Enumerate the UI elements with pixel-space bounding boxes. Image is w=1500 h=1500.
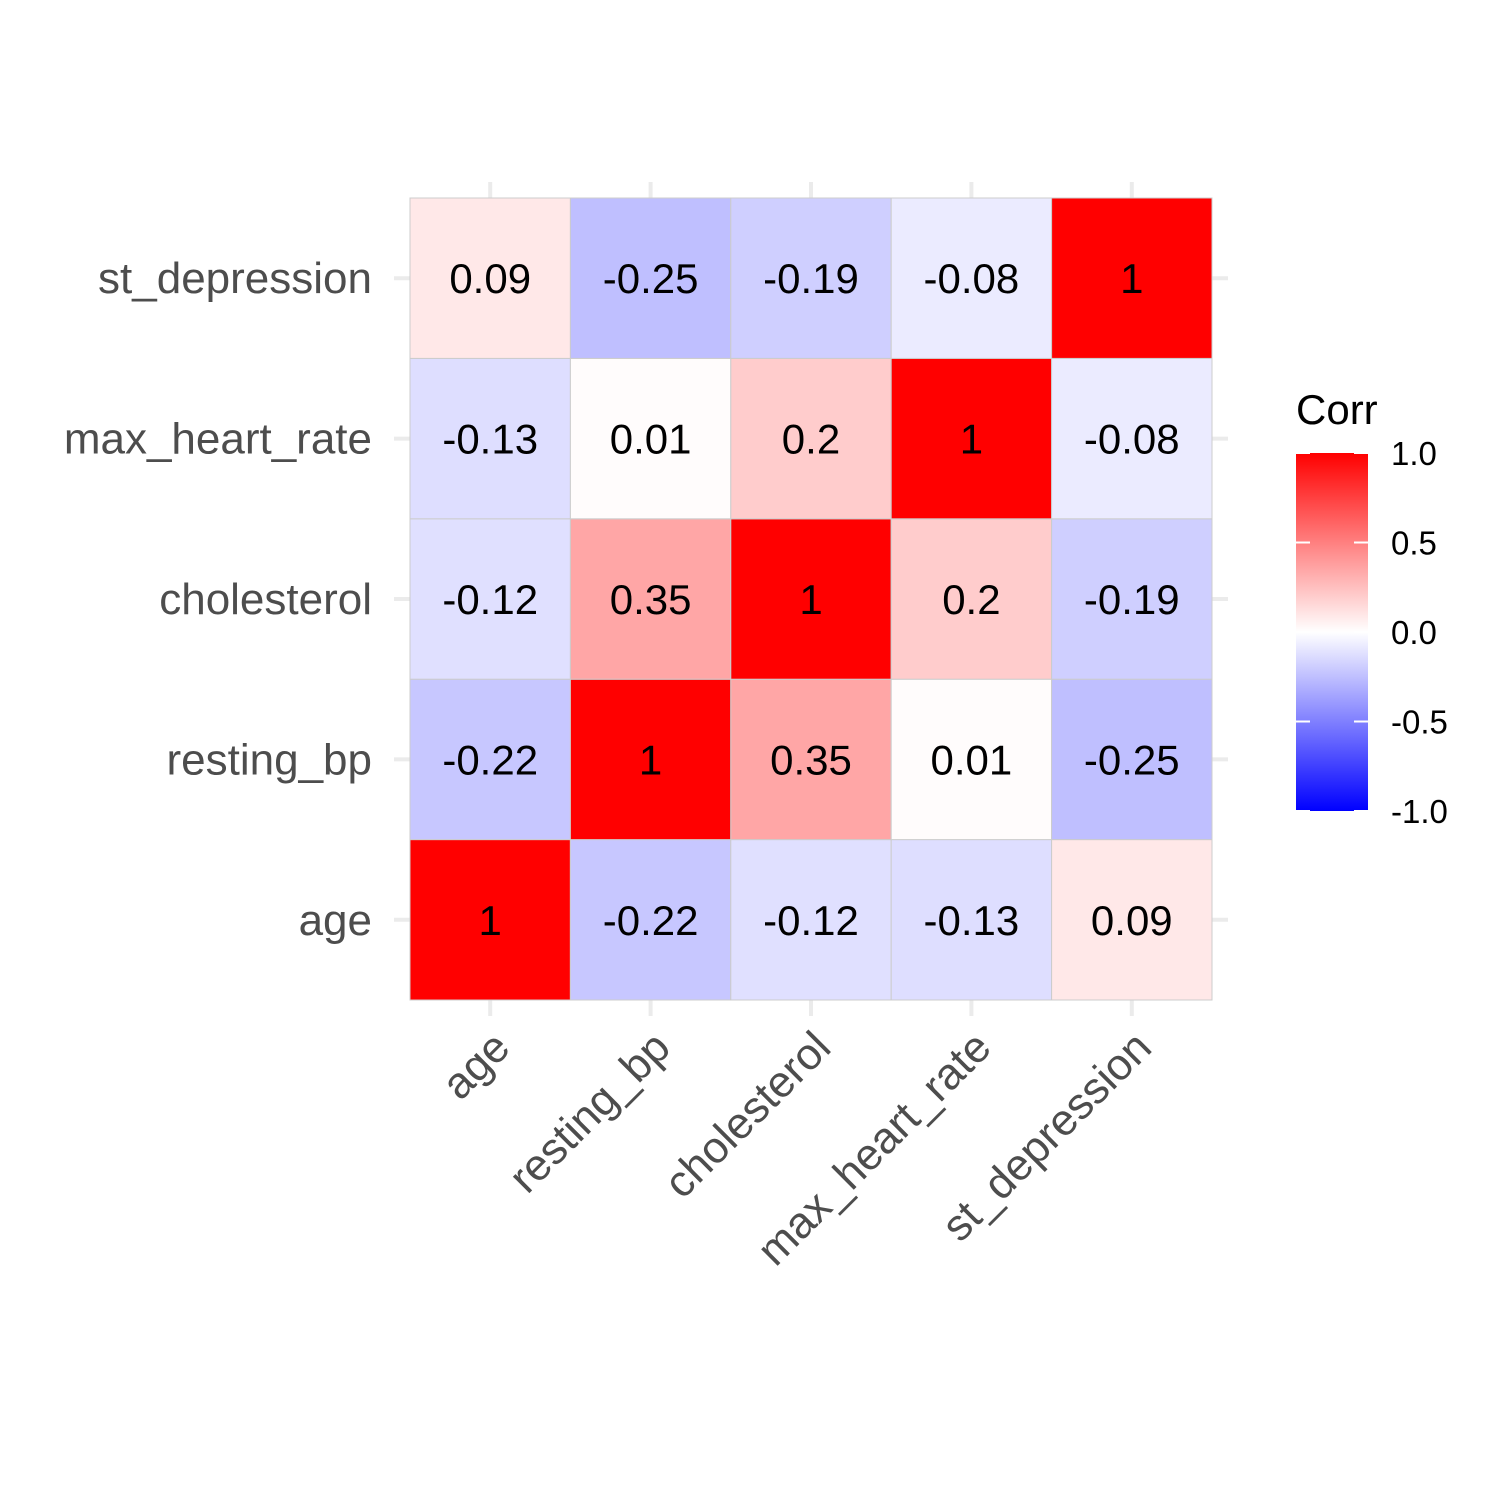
cell-value-label: -0.12 bbox=[763, 897, 859, 944]
cell-value-label: 1 bbox=[960, 416, 983, 463]
heatmap-cell bbox=[569, 357, 732, 520]
cell-value-label: -0.25 bbox=[1084, 736, 1180, 783]
cell-value-label: -0.13 bbox=[924, 897, 1020, 944]
legend-tick-label: 1.0 bbox=[1391, 435, 1437, 472]
heatmap-cell bbox=[890, 678, 1053, 841]
cell-value-label: -0.22 bbox=[442, 736, 538, 783]
cell-value-label: 0.09 bbox=[449, 255, 531, 302]
legend-tick-label: -1.0 bbox=[1391, 793, 1448, 830]
y-tick-label: resting_bp bbox=[167, 735, 372, 784]
heatmap-cell bbox=[730, 197, 892, 359]
cell-value-label: 0.35 bbox=[610, 576, 692, 623]
cell-value-label: -0.08 bbox=[1084, 416, 1180, 463]
cell-value-label: 1 bbox=[1120, 255, 1143, 302]
heatmap-cell bbox=[730, 678, 892, 841]
cell-value-label: 1 bbox=[479, 897, 502, 944]
heatmap-cell bbox=[1051, 839, 1213, 1001]
heatmap-cell bbox=[569, 678, 732, 841]
heatmap-cell bbox=[569, 518, 732, 680]
color-legend: Corr 1.0 0.5 0.0 -0.5 -1.0 bbox=[1296, 386, 1448, 830]
cell-value-label: 1 bbox=[799, 576, 822, 623]
heatmap-cell bbox=[890, 839, 1053, 1001]
x-tick-label: age bbox=[433, 1022, 520, 1109]
y-tick-label: age bbox=[299, 896, 372, 945]
cell-value-label: -0.08 bbox=[924, 255, 1020, 302]
cell-value-label: 0.09 bbox=[1091, 897, 1173, 944]
y-tick-label: max_heart_rate bbox=[64, 415, 372, 464]
legend-ticks: 1.0 0.5 0.0 -0.5 -1.0 bbox=[1296, 435, 1448, 830]
y-tick-label: cholesterol bbox=[159, 575, 372, 624]
cell-value-label: 0.01 bbox=[931, 736, 1013, 783]
heatmap-cell bbox=[409, 518, 571, 680]
heatmap-cell bbox=[890, 357, 1053, 520]
y-axis: age resting_bp cholesterol max_heart_rate st… bbox=[64, 254, 372, 945]
cell-value-label: -0.25 bbox=[603, 255, 699, 302]
heatmap-cell bbox=[409, 678, 571, 841]
heatmap-cells bbox=[409, 197, 1213, 1001]
x-axis: ageresting_bpcholesterolmax_heart_ratest… bbox=[433, 1022, 1161, 1275]
heatmap-cell bbox=[569, 197, 732, 359]
heatmap-cell bbox=[730, 839, 892, 1001]
heatmap-cell bbox=[1051, 357, 1213, 520]
x-tick-label: resting_bp bbox=[500, 1022, 680, 1202]
cell-value-label: 0.2 bbox=[942, 576, 1000, 623]
heatmap-cell bbox=[409, 197, 571, 359]
cell-value-labels: 1 -0.22 -0.12 -0.13 0.09 -0.22 1 0.35 0.01 -0.25 -… bbox=[442, 255, 1179, 944]
legend-tick-label: -0.5 bbox=[1391, 704, 1448, 741]
cell-value-label: -0.19 bbox=[1084, 576, 1180, 623]
cell-value-label: 1 bbox=[639, 736, 662, 783]
heatmap-cell bbox=[1051, 678, 1213, 841]
legend-title: Corr bbox=[1296, 386, 1378, 433]
legend-tick-label: 0.5 bbox=[1391, 525, 1437, 562]
heatmap-cell bbox=[409, 357, 571, 520]
cell-value-label: -0.19 bbox=[763, 255, 859, 302]
heatmap-cell bbox=[1051, 197, 1213, 359]
cell-value-label: 0.35 bbox=[770, 736, 852, 783]
heatmap-cell bbox=[569, 839, 732, 1001]
heatmap-cell bbox=[730, 518, 892, 680]
cell-value-label: -0.12 bbox=[442, 576, 538, 623]
cell-value-label: 0.2 bbox=[782, 416, 840, 463]
y-tick-label: st_depression bbox=[98, 254, 372, 303]
heatmap-cell bbox=[730, 357, 892, 520]
cell-value-label: 0.01 bbox=[610, 416, 692, 463]
heatmap-cell bbox=[890, 197, 1053, 359]
cell-value-label: -0.22 bbox=[603, 897, 699, 944]
cell-value-label: -0.13 bbox=[442, 416, 538, 463]
legend-tick-label: 0.0 bbox=[1391, 614, 1437, 651]
